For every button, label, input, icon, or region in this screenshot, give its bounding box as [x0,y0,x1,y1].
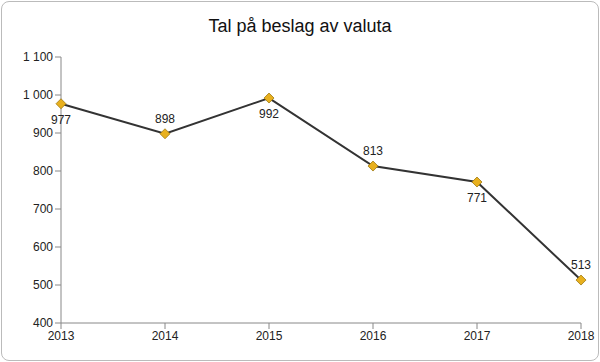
svg-text:2014: 2014 [152,329,179,343]
svg-text:992: 992 [259,107,279,121]
svg-text:2013: 2013 [48,329,75,343]
svg-text:600: 600 [33,240,53,254]
svg-text:700: 700 [33,202,53,216]
svg-text:513: 513 [571,258,591,272]
html-text:Tal på beslag av valuta: Tal på beslag av valuta [208,16,392,36]
svg-text:977: 977 [51,113,71,127]
svg-text:2018: 2018 [568,329,592,343]
svg-text:900: 900 [33,126,53,140]
svg-text:1 000: 1 000 [23,88,53,102]
svg-text:2017: 2017 [464,329,491,343]
svg-text:2016: 2016 [360,329,387,343]
svg-text:898: 898 [155,112,175,126]
svg-text:400: 400 [33,316,53,330]
svg-text:771: 771 [467,191,487,205]
svg-text:800: 800 [33,164,53,178]
svg-text:500: 500 [33,278,53,292]
svg-text:1 100: 1 100 [23,50,53,64]
svg-text:813: 813 [363,144,383,158]
svg-text:2015: 2015 [256,329,283,343]
